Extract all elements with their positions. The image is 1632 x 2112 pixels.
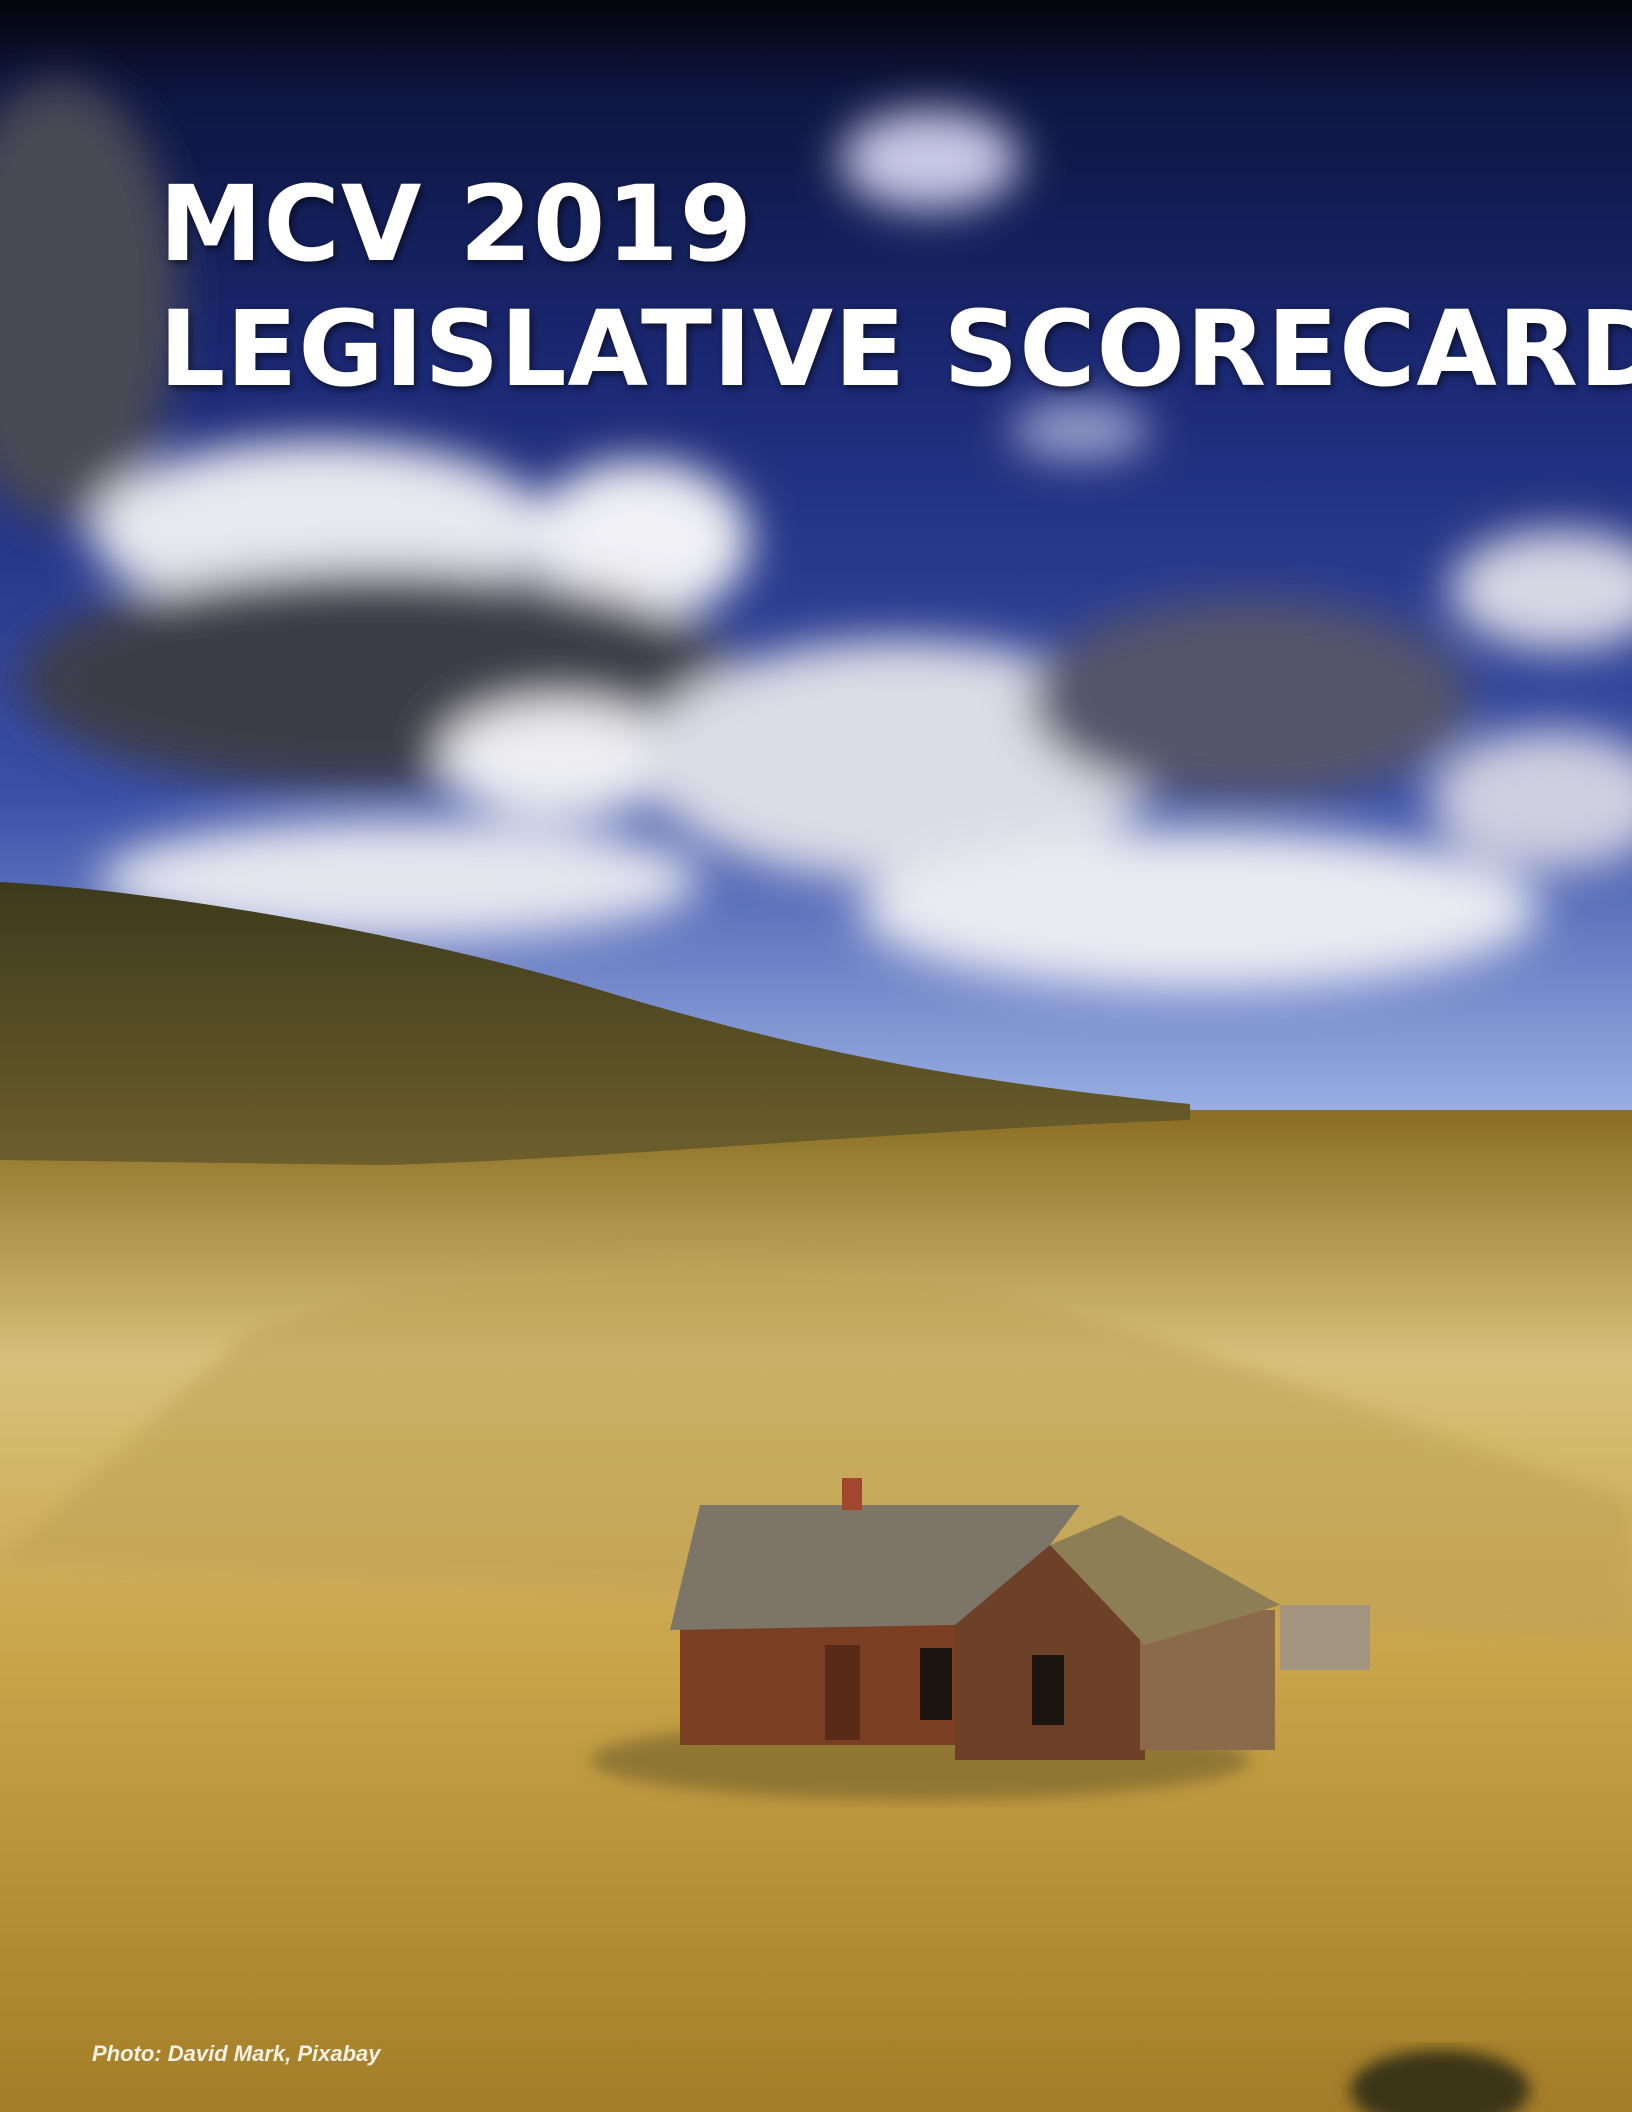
cover-page: MCV 2019 LEGISLATIVE SCORECARD Photo: Da… — [0, 0, 1632, 2112]
title-line: MCV 2019 — [159, 163, 753, 285]
title-line: LEGISLATIVE SCORECARD — [159, 288, 1632, 410]
photo-credit: Photo: David Mark, Pixabay — [92, 2041, 382, 2066]
